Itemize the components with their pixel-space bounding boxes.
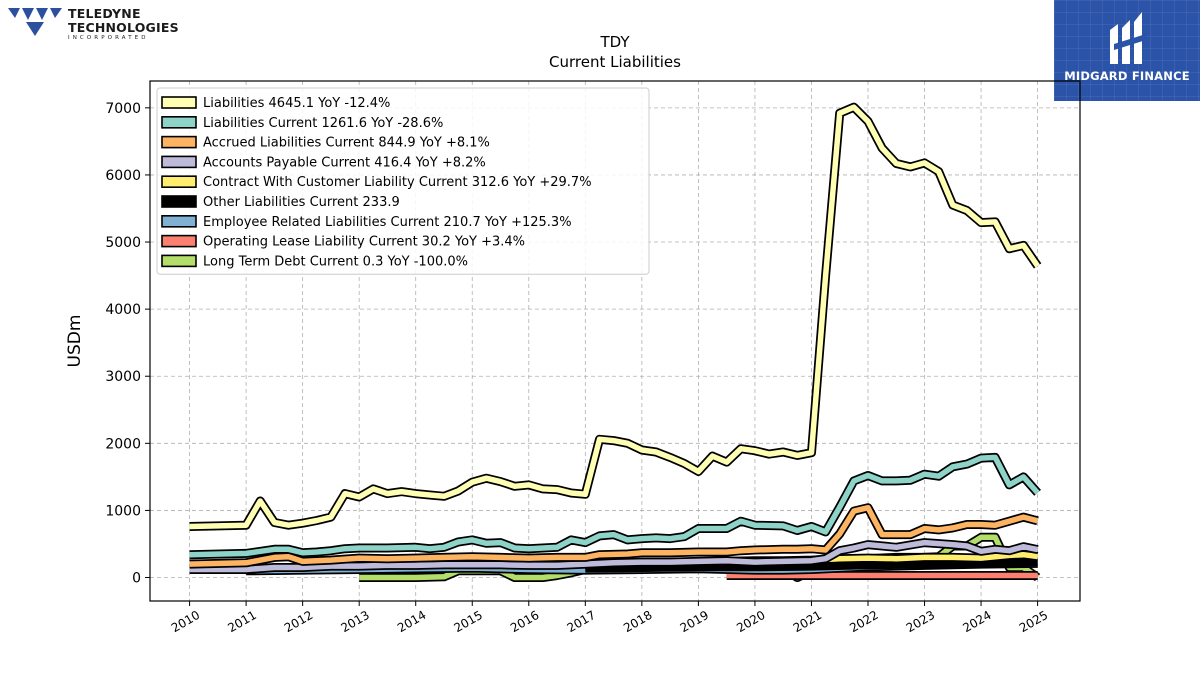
legend-entry: Employee Related Liabilities Current 210… (203, 215, 572, 230)
x-tick-label: 2024 (960, 608, 993, 635)
x-tick-label: 2015 (452, 608, 485, 635)
axes: 0 1000 2000 3000 4000 5000 6000 7000 2010 2011 201… (105, 101, 1050, 635)
legend-entry: Liabilities Current 1261.6 YoY -28.6% (203, 116, 443, 131)
legend-entry: Other Liabilities Current 233.9 (203, 195, 400, 210)
series-line (585, 559, 1038, 571)
x-tick-label: 2012 (282, 608, 315, 635)
series-line-outline (189, 452, 1041, 560)
legend-swatch (161, 254, 197, 268)
legend-swatch (161, 195, 197, 208)
x-tick-label: 2025 (1017, 608, 1050, 635)
legend-entry: Accounts Payable Current 416.4 YoY +8.2% (203, 155, 486, 170)
legend-entry: Operating Lease Liability Current 30.2 Y… (203, 235, 525, 250)
legend-entry: Liabilities 4645.1 YoY -12.4% (203, 96, 390, 111)
legend-swatch (161, 116, 197, 129)
midgard-logo-icon (1110, 12, 1146, 64)
legend-box (156, 87, 650, 275)
x-tick-label: 2010 (169, 608, 202, 635)
y-tick-label: 6000 (105, 168, 141, 184)
y-axis-label: USDm (65, 315, 85, 368)
series-line (189, 104, 1040, 530)
legend-swatch (161, 234, 197, 248)
teledyne-wing-icon (8, 8, 62, 36)
company-name-line3: INCORPORATED (68, 35, 149, 41)
legend-swatch (161, 135, 197, 149)
company-name-line1: TELEDYNE (68, 6, 141, 21)
legend-entry: Accrued Liabilities Current 844.9 YoY +8… (203, 136, 490, 151)
x-tick-label: 2016 (508, 608, 541, 635)
x-tick-label: 2011 (225, 608, 258, 635)
midgard-watermark: MIDGARD FINANCE (1054, 0, 1200, 101)
x-tick-label: 2013 (338, 608, 371, 635)
x-tick-label: 2023 (904, 608, 937, 635)
legend-swatch (161, 175, 197, 188)
x-tick-label: 2017 (565, 608, 598, 635)
x-tick-label: 2019 (678, 608, 711, 635)
y-tick-label: 7000 (105, 101, 141, 117)
series-liabilities-current (189, 452, 1041, 560)
series-layer (189, 102, 1042, 582)
series-line (189, 454, 1040, 558)
x-tick-label: 2014 (395, 608, 428, 635)
series-liabilities (189, 102, 1042, 531)
chart-subtitle: Current Liabilities (549, 53, 681, 71)
x-tick-label: 2021 (791, 608, 824, 635)
legend-swatch (161, 215, 197, 228)
teledyne-logo: TELEDYNE TECHNOLOGIES INCORPORATED (6, 4, 179, 44)
chart-title: TDY (599, 33, 630, 51)
y-tick-label: 4000 (105, 302, 141, 318)
legend-swatch (161, 155, 197, 169)
y-tick-label: 2000 (105, 436, 141, 452)
legend-swatch (161, 96, 197, 109)
x-tick-label: 2022 (847, 608, 880, 635)
y-tick-label: 0 (132, 571, 141, 587)
plot-frame (149, 80, 1081, 602)
legend: Liabilities 4645.1 YoY -12.4% Liabilities… (156, 87, 650, 275)
series-line (189, 504, 1039, 567)
legend-entry: Contract With Customer Liability Current… (203, 175, 592, 190)
series-line (189, 539, 1039, 573)
y-tick-label: 5000 (105, 235, 141, 251)
series-other-liabilities-current (585, 557, 1038, 573)
midgard-watermark-text: MIDGARD FINANCE (1064, 69, 1190, 83)
company-name-line2: TECHNOLOGIES (68, 20, 179, 35)
series-accounts-payable-current (189, 538, 1039, 574)
y-tick-label: 3000 (105, 369, 141, 385)
legend-entry: Long Term Debt Current 0.3 YoY -100.0% (203, 254, 468, 269)
x-tick-label: 2018 (621, 608, 654, 635)
y-tick-label: 1000 (105, 503, 141, 519)
series-accrued-liabilities-current (189, 503, 1039, 569)
x-tick-label: 2020 (734, 608, 767, 635)
